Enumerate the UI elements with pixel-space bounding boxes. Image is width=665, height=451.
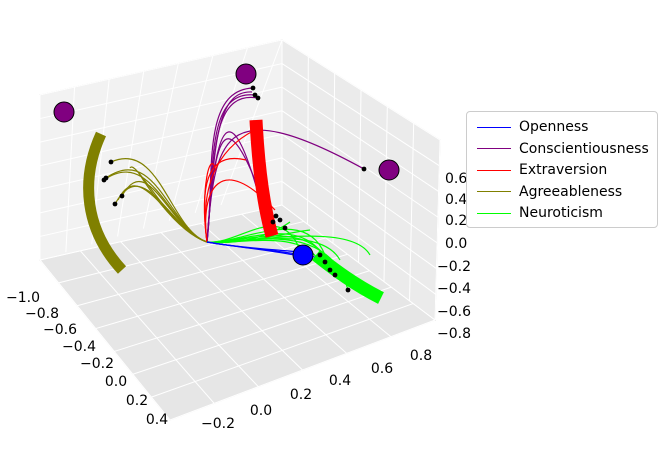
endpoint-dots xyxy=(101,85,367,293)
endpoint-dot xyxy=(119,193,125,199)
endpoint-dot xyxy=(277,217,283,223)
grid-floor-b xyxy=(120,241,259,388)
z-tick-label: 0.6 xyxy=(445,171,467,187)
x-tick-label: 0.4 xyxy=(146,412,168,428)
endpoint-dot xyxy=(108,159,114,165)
grid-back-v xyxy=(358,89,362,263)
endpoint-dot xyxy=(270,219,276,225)
legend-swatch xyxy=(477,191,511,192)
grid-back-v xyxy=(307,56,309,225)
legend-entry: Openness xyxy=(477,118,588,136)
grid-floor-b xyxy=(281,204,436,321)
grid-back-v xyxy=(434,139,441,321)
grid-floor-b xyxy=(79,250,215,404)
grid-floor-b xyxy=(160,232,303,371)
tick-labels: −1.0−0.8−0.6−0.4−0.20.00.20.4 −0.20.00.20… xyxy=(6,171,471,432)
legend-swatch xyxy=(477,126,511,128)
marker-conscientiousness xyxy=(235,63,257,85)
y-tick-label: 0.8 xyxy=(410,348,432,364)
endpoint-dot xyxy=(101,177,107,183)
endpoint-dot xyxy=(255,95,261,101)
x-tick-label: −0.2 xyxy=(80,356,114,372)
grid-left-h xyxy=(39,110,283,167)
x-tick-label: −0.6 xyxy=(43,322,77,338)
y-tick-label: 0.2 xyxy=(290,387,312,403)
legend-label: Extraversion xyxy=(519,162,608,178)
z-tick-label: −0.4 xyxy=(437,281,471,297)
grid-left-v xyxy=(117,71,145,237)
y-tick-label: −0.2 xyxy=(201,416,235,432)
x-tick-label: −0.4 xyxy=(62,339,96,355)
legend-entry: Conscientiousness xyxy=(477,140,649,158)
z-tick-label: −0.8 xyxy=(437,326,471,342)
band-neuroticism xyxy=(311,249,384,304)
marker-conscientiousness xyxy=(378,159,400,181)
legend-label: Openness xyxy=(519,119,589,135)
grid-back-v xyxy=(383,106,388,282)
legend: Openness Conscientiousness Extraversion Agr… xyxy=(466,111,658,228)
legend-swatch xyxy=(477,169,511,171)
120 xyxy=(138,172,208,243)
endpoint-dot xyxy=(361,166,367,172)
legend-entry: Neuroticism xyxy=(477,204,603,222)
x-tick-label: −0.8 xyxy=(25,306,59,322)
endpoint-dot xyxy=(252,92,258,98)
legend-label: Neuroticism xyxy=(519,205,603,221)
y-tick-label: 0.6 xyxy=(371,361,393,377)
endpoint-dot xyxy=(273,213,279,219)
grid-back-v xyxy=(332,73,336,244)
band-agreeableness xyxy=(83,131,127,274)
marker-openness xyxy=(292,244,314,266)
large-markers xyxy=(53,63,400,266)
endpoint-dot xyxy=(250,85,256,91)
endpoint-dot xyxy=(317,252,323,258)
legend-entry: Agreeableness xyxy=(477,183,622,201)
grid-back-v xyxy=(409,123,415,301)
250 xyxy=(206,131,261,243)
cluster-bands xyxy=(83,119,384,304)
grid-left-v xyxy=(142,63,179,229)
x-tick-label: 0.2 xyxy=(126,393,148,409)
z-tick-label: −0.6 xyxy=(437,304,471,320)
x-tick-label: 0.0 xyxy=(105,374,127,390)
grid-floor-b xyxy=(39,259,171,421)
z-tick-label: −0.2 xyxy=(437,259,471,275)
legend-swatch xyxy=(477,148,511,149)
grid-left-h xyxy=(39,133,283,190)
y-tick-label: 0.4 xyxy=(329,373,351,389)
grid-left-v xyxy=(168,55,214,221)
x-tick-label: −1.0 xyxy=(6,290,40,306)
legend-entry: Extraversion xyxy=(477,161,607,179)
legend-label: Conscientiousness xyxy=(519,140,649,157)
legend-label: Agreeableness xyxy=(519,183,623,200)
z-tick-label: 0.0 xyxy=(445,236,467,252)
z-tick-label: 0.2 xyxy=(445,213,467,229)
grid-left-h xyxy=(39,39,283,96)
band-extraversion xyxy=(249,119,279,238)
z-tick-label: 0.4 xyxy=(445,192,467,208)
endpoint-dot xyxy=(322,259,328,265)
legend-swatch xyxy=(477,212,511,214)
endpoint-dot xyxy=(345,287,351,293)
y-tick-label: 0.0 xyxy=(250,403,272,419)
marker-conscientiousness xyxy=(53,101,75,123)
grid-left-h xyxy=(39,180,283,237)
endpoint-dot xyxy=(282,225,288,231)
endpoint-dot xyxy=(112,201,118,207)
endpoint-dot xyxy=(327,267,333,273)
endpoint-dot xyxy=(332,272,338,278)
